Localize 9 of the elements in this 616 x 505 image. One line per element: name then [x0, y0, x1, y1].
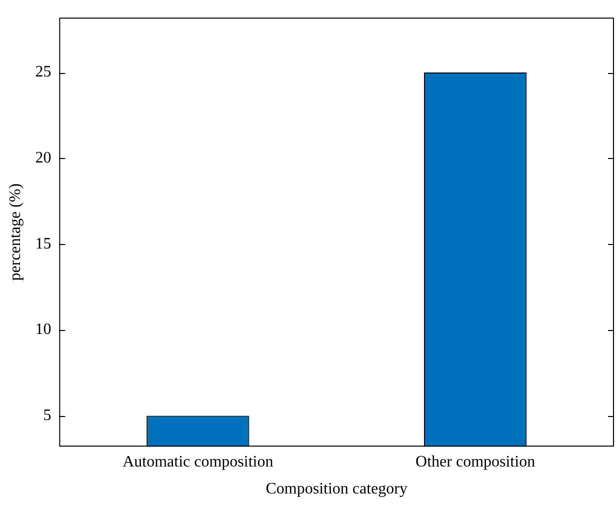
x-axis-title: Composition category	[266, 480, 408, 498]
y-tick-label: 20	[35, 150, 52, 167]
y-axis-title: percentage (%)	[6, 183, 24, 281]
x-tick-label: Other composition	[416, 453, 536, 470]
y-tick-label: 5	[43, 406, 52, 424]
y-tick-label: 10	[35, 321, 52, 338]
y-tick-label: 25	[35, 64, 52, 81]
y-tick-label: 15	[35, 235, 52, 252]
x-tick-label: Automatic composition	[122, 453, 274, 470]
